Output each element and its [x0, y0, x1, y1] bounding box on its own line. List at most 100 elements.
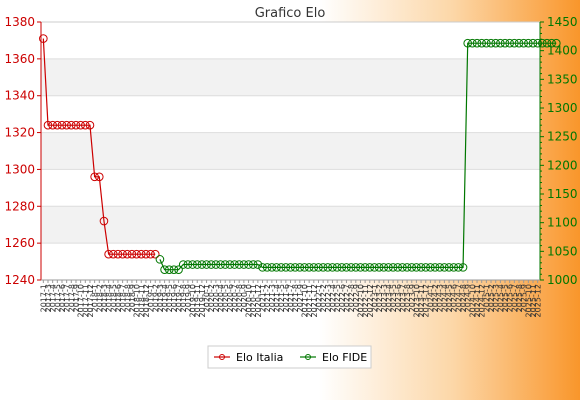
data-point [141, 249, 151, 259]
data-point [202, 260, 211, 269]
x-tick-label: 2023-4 [384, 284, 393, 312]
x-tick-label: 2018-6 [114, 284, 123, 312]
legend-swatch-marker [219, 354, 225, 360]
data-point [150, 249, 160, 259]
x-tick-label: 2020-1 [203, 284, 212, 312]
data-point [346, 263, 356, 272]
x-tick-label: 2024-12 [478, 284, 487, 317]
data-point [220, 260, 230, 269]
y-left-tick-label: 1360 [4, 52, 35, 66]
data-point [309, 263, 319, 272]
data-point [290, 263, 300, 272]
x-tick-label: 2022-7 [342, 284, 351, 312]
x-tick-label: 2019-5 [165, 284, 174, 312]
data-point [53, 120, 62, 130]
data-point [169, 265, 179, 274]
data-point [449, 263, 459, 272]
data-point [351, 263, 361, 272]
x-tick-label: 2021-11 [305, 284, 314, 317]
y-left-tick-label: 1340 [4, 89, 35, 103]
x-tick-label: 2020-3 [212, 284, 221, 312]
data-point [328, 263, 337, 272]
data-point [94, 172, 104, 182]
x-tick-label: 2025-9 [520, 284, 529, 312]
x-tick-label: 2023-3 [380, 284, 389, 312]
x-tick-label: 2023-9 [408, 284, 417, 312]
x-tick-label: 2023-8 [403, 284, 412, 312]
x-tick-label: 2021-12 [310, 284, 319, 317]
data-point [533, 38, 542, 48]
data-point [384, 263, 393, 272]
data-point [127, 249, 137, 259]
data-point [304, 263, 314, 272]
x-tick-label: 2018-7 [119, 284, 128, 312]
data-point [104, 249, 113, 259]
y-right-tick-label: 1250 [547, 130, 578, 144]
data-point [281, 263, 291, 272]
data-point [99, 216, 109, 226]
data-point [402, 263, 412, 272]
data-point [136, 249, 146, 259]
data-point [505, 38, 514, 48]
data-point [48, 120, 57, 130]
y-right-tick-label: 1200 [547, 158, 578, 172]
x-tick-label: 2019-8 [179, 284, 188, 312]
data-point [248, 260, 258, 269]
x-tick-label: 2017-12 [86, 284, 95, 317]
data-point [276, 263, 286, 272]
data-point [482, 38, 491, 48]
x-tick-label: 2020-10 [245, 284, 254, 317]
x-tick-label: 2020-4 [217, 284, 226, 312]
x-tick-label: 2024-10 [468, 284, 477, 317]
series-elo-italia [39, 34, 160, 259]
data-point [444, 263, 454, 272]
x-tick-label: 2019-7 [175, 284, 184, 312]
x-tick-label: 2023-6 [394, 284, 403, 312]
x-tick-label: 2025-2 [487, 284, 496, 312]
data-point [528, 38, 538, 48]
x-tick-label: 2023-2 [375, 284, 384, 312]
data-point [234, 260, 244, 269]
x-tick-label: 2025-1 [482, 284, 491, 312]
data-point [216, 260, 225, 269]
x-tick-label: 2022-2 [319, 284, 328, 312]
data-point [108, 249, 118, 259]
data-point [286, 263, 295, 272]
data-point [225, 260, 235, 269]
x-tick-label: 2018-1 [91, 284, 100, 312]
x-tick-label: 2017-10 [77, 284, 86, 317]
x-tick-label: 2020-9 [240, 284, 249, 312]
x-tick-label: 2022-12 [366, 284, 375, 317]
data-point [463, 38, 473, 48]
data-point [510, 38, 519, 48]
data-point [416, 263, 426, 272]
x-tick-label: 2023-5 [389, 284, 398, 312]
data-point [393, 263, 403, 272]
data-point [496, 38, 505, 48]
x-tick-label: 2021-7 [287, 284, 296, 312]
chart-title: Grafico Elo [255, 6, 326, 21]
x-tick-label: 2017-5 [53, 284, 62, 312]
data-point [430, 263, 440, 272]
x-tick-label: 2019-12 [198, 284, 207, 317]
x-tick-label: 2024-2 [431, 284, 440, 312]
data-point [472, 38, 482, 48]
legend-box [207, 345, 372, 369]
legend-swatch-marker [305, 354, 311, 360]
x-tick-label: 2023-1 [370, 284, 379, 312]
data-point [90, 172, 99, 182]
x-tick-label: 2019-6 [170, 284, 179, 312]
x-tick-label: 2017-4 [49, 284, 58, 312]
y-axis-left: 1240 1260 1280 1300 1320 1340 1360 1380 [4, 15, 42, 287]
data-point [323, 263, 333, 272]
data-point [388, 263, 398, 272]
data-point [552, 38, 561, 48]
x-tick-label: 2024-1 [426, 284, 435, 312]
x-tick-label: 2023-10 [412, 284, 421, 317]
data-point [519, 38, 528, 48]
data-point [468, 38, 477, 48]
data-point [253, 260, 263, 269]
x-tick-label: 2018-4 [105, 284, 114, 312]
data-point [477, 38, 487, 48]
x-tick-label: 2025-4 [496, 284, 505, 312]
